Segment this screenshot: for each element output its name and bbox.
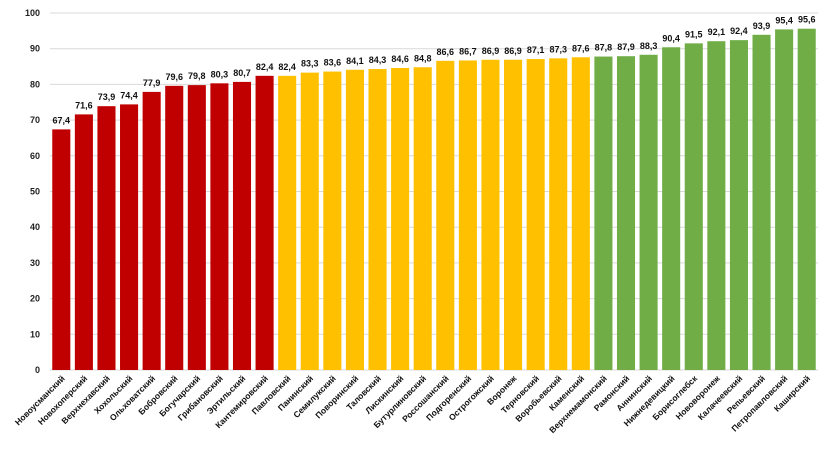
data-label: 86,9: [482, 46, 500, 56]
y-tick-label: 40: [30, 222, 40, 232]
bar: [323, 71, 342, 370]
data-label: 92,4: [730, 26, 748, 36]
y-tick-label: 90: [30, 44, 40, 54]
bar: [232, 81, 252, 370]
data-label: 92,1: [708, 27, 726, 37]
data-label: 88,3: [640, 41, 658, 51]
bar: [52, 129, 71, 370]
bar: [775, 29, 794, 371]
y-tick-label: 50: [30, 187, 40, 197]
bar: [639, 54, 658, 370]
bar: [662, 47, 681, 370]
bar: [797, 28, 816, 370]
bar: [413, 67, 432, 370]
data-label: 83,3: [301, 59, 319, 69]
data-label: 82,4: [278, 62, 296, 72]
data-label: 87,6: [572, 43, 590, 53]
data-label: 82,4: [256, 62, 274, 72]
y-tick-label: 30: [30, 258, 40, 268]
bar: [458, 60, 477, 371]
bar: [368, 69, 387, 370]
bar: [752, 34, 771, 370]
data-label: 74,4: [120, 90, 138, 100]
data-label: 84,8: [414, 53, 432, 63]
data-label: 91,5: [685, 29, 703, 39]
y-tick-label: 70: [30, 115, 40, 125]
bar: [481, 59, 500, 370]
data-label: 71,6: [75, 100, 93, 110]
y-tick-label: 60: [30, 151, 40, 161]
bar: [594, 56, 613, 370]
y-tick-label: 0: [35, 365, 40, 375]
bar: [210, 83, 229, 370]
data-label: 93,9: [753, 21, 771, 31]
data-label: 87,9: [617, 42, 635, 52]
bar: [729, 40, 748, 371]
bar: [707, 41, 726, 370]
bar: [278, 75, 297, 370]
data-label: 73,9: [98, 92, 116, 102]
bar: [684, 43, 703, 370]
data-label: 83,6: [324, 58, 342, 68]
bar: [97, 106, 116, 370]
bar: [300, 72, 319, 370]
data-label: 86,9: [504, 46, 522, 56]
bar: [526, 59, 545, 370]
bar: [142, 91, 161, 370]
y-tick-label: 20: [30, 294, 40, 304]
bar: [120, 104, 139, 370]
bar: [504, 59, 523, 370]
y-tick-label: 10: [30, 329, 40, 339]
data-label: 87,8: [595, 43, 613, 53]
bar: [391, 67, 410, 370]
data-label: 80,3: [211, 69, 229, 79]
data-label: 84,1: [346, 56, 364, 66]
y-tick-label: 100: [25, 8, 40, 18]
data-label: 87,1: [527, 45, 545, 55]
data-label: 87,3: [549, 44, 567, 54]
data-label: 90,4: [662, 33, 680, 43]
bar: [345, 69, 364, 370]
bar: [255, 75, 274, 370]
y-tick-label: 80: [30, 79, 40, 89]
data-label: 79,6: [165, 72, 183, 82]
data-label: 86,7: [459, 46, 477, 56]
data-label: 79,8: [188, 71, 206, 81]
bar: [616, 56, 636, 371]
data-label: 80,7: [233, 68, 251, 78]
bar: [187, 85, 206, 370]
data-label: 95,4: [775, 15, 793, 25]
data-label: 84,3: [369, 55, 387, 65]
data-label: 84,6: [391, 54, 409, 64]
bar: [549, 58, 568, 371]
data-label: 77,9: [143, 78, 161, 88]
data-label: 86,6: [437, 47, 455, 57]
data-label: 95,6: [798, 15, 816, 25]
bar: [571, 57, 590, 370]
data-label: 67,4: [53, 115, 71, 125]
bar: [74, 114, 93, 370]
bar: [436, 60, 455, 370]
bar: [165, 85, 184, 370]
